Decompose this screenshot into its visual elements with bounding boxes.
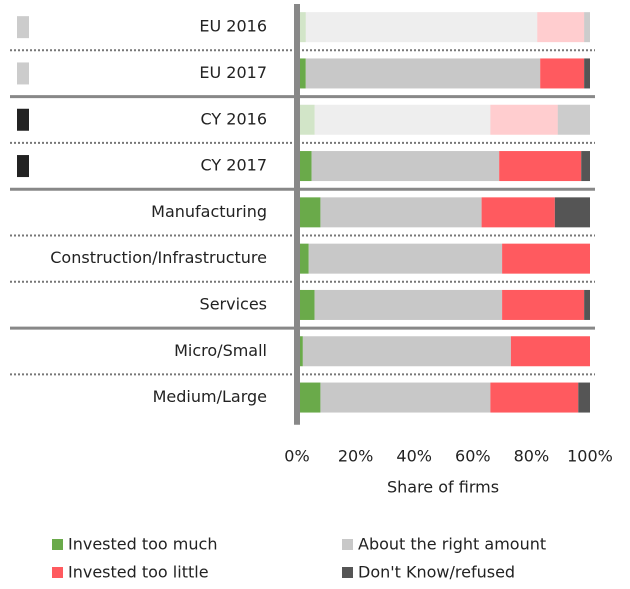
bar-segment — [320, 382, 491, 413]
category-label: Services — [200, 294, 267, 313]
bar-segment — [502, 289, 585, 320]
category-marker — [17, 155, 29, 178]
category-marker — [17, 16, 29, 39]
legend-label: About the right amount — [358, 535, 546, 554]
category-label: Micro/Small — [174, 341, 267, 360]
bar-segment — [297, 12, 306, 43]
bar-segment — [584, 12, 590, 43]
bar-segment — [297, 243, 309, 274]
category-label: CY 2017 — [201, 156, 267, 175]
bar-segment — [557, 104, 590, 135]
bar-segment — [297, 58, 306, 89]
bar-segment — [581, 151, 590, 182]
bar-segment — [297, 151, 312, 182]
x-tick-label: 80% — [514, 447, 550, 466]
category-label: Construction/Infrastructure — [50, 248, 267, 267]
bar-segment — [490, 104, 558, 135]
bar-segment — [584, 58, 590, 89]
bar-segment — [314, 104, 491, 135]
x-tick-label: 0% — [284, 447, 309, 466]
legend-swatch — [342, 567, 353, 578]
bar-segment — [554, 197, 590, 228]
bar-segment — [302, 336, 511, 367]
x-tick-label: 60% — [455, 447, 491, 466]
bar-segment — [499, 151, 582, 182]
x-tick-label: 20% — [338, 447, 374, 466]
x-axis-label: Share of firms — [387, 478, 499, 497]
category-label: EU 2017 — [199, 63, 267, 82]
category-label: CY 2016 — [201, 109, 267, 128]
bar-segment — [297, 197, 321, 228]
category-label: EU 2016 — [199, 17, 267, 36]
bar-segment — [578, 382, 590, 413]
legend-label: Invested too little — [68, 563, 209, 582]
bar-segment — [490, 382, 579, 413]
x-tick-label: 100% — [567, 447, 613, 466]
category-label: Medium/Large — [153, 387, 267, 406]
bar-segment — [297, 289, 315, 320]
bar-segment — [305, 58, 541, 89]
x-tick-label: 40% — [396, 447, 432, 466]
category-marker — [17, 62, 29, 85]
bar-segment — [320, 197, 482, 228]
legend-label: Don't Know/refused — [358, 563, 515, 582]
legend-swatch — [52, 539, 63, 550]
category-marker — [17, 108, 29, 131]
bar-segment — [297, 104, 315, 135]
bar-segment — [308, 243, 503, 274]
bar-segment — [510, 336, 590, 367]
legend-label: Invested too much — [68, 535, 217, 554]
bar-segment — [481, 197, 555, 228]
legend-swatch — [342, 539, 353, 550]
bar-segment — [305, 12, 538, 43]
bar-segment — [584, 289, 590, 320]
bar-segment — [537, 12, 585, 43]
bar-segment — [314, 289, 503, 320]
category-label: Manufacturing — [151, 202, 267, 221]
bar-segment — [297, 382, 321, 413]
bar-segment — [540, 58, 585, 89]
bar-segment — [311, 151, 500, 182]
bar-segment — [502, 243, 590, 274]
legend-swatch — [52, 567, 63, 578]
